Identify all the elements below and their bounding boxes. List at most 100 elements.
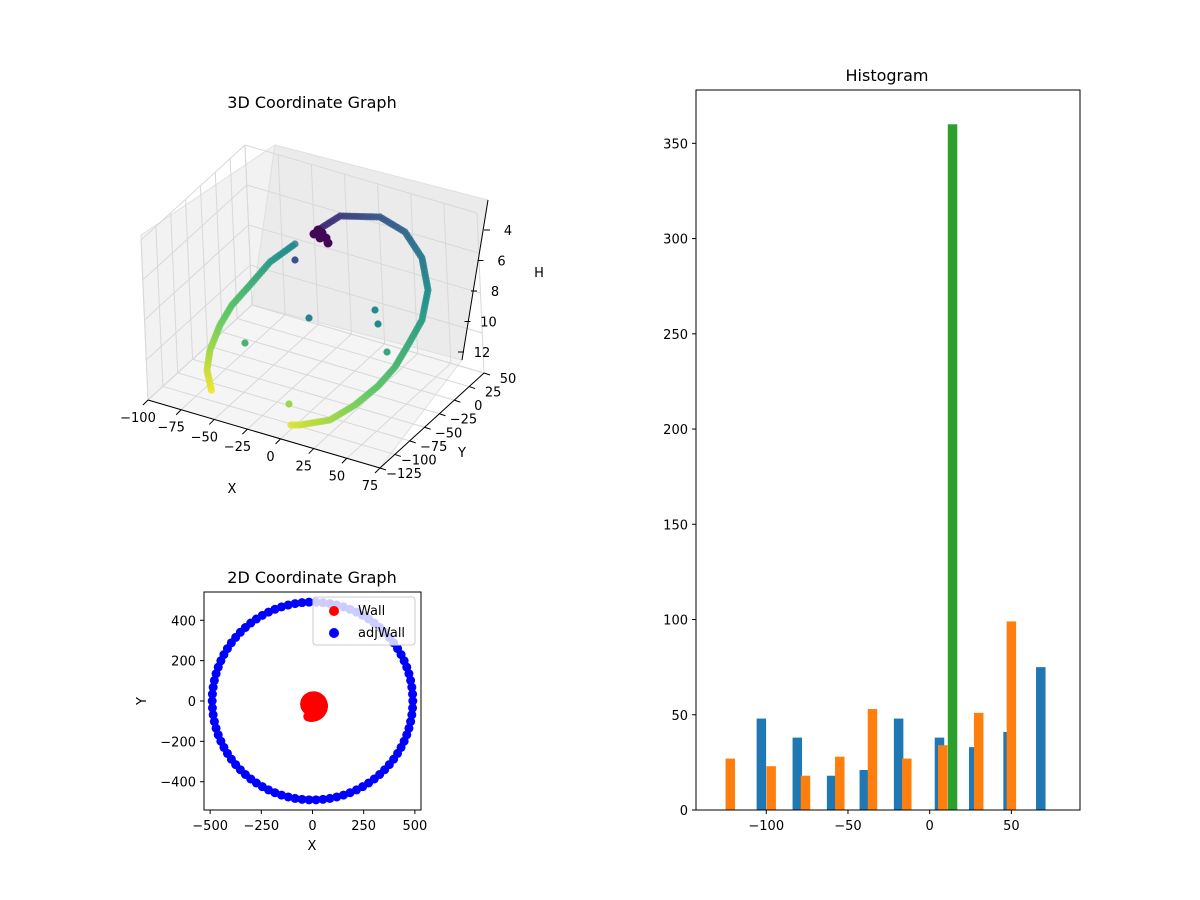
adjwall-point: [209, 675, 219, 685]
legend-adjwall-marker: [329, 628, 339, 638]
2d-y-tick-label: 0: [188, 695, 196, 710]
2d-legend: Wall adjWall: [312, 596, 416, 646]
3d-x-tick-label: −25: [224, 440, 251, 455]
2d-x-tick-label: −500: [192, 819, 228, 834]
3d-x-tick-label: −75: [157, 421, 184, 436]
3d-point: [374, 320, 382, 328]
3d-ylabel: Y: [457, 446, 466, 461]
3d-grid-line: [145, 264, 483, 361]
2d-graph-title: 2D Coordinate Graph: [227, 568, 396, 587]
histogram-x-tick-label: −100: [748, 819, 784, 834]
3d-grid-line: [180, 314, 286, 411]
3d-axes: −100−75−50−250255075−125−100−75−50−25025…: [120, 199, 516, 494]
3d-point: [287, 421, 295, 429]
3d-x-axis: [147, 399, 381, 469]
3d-point: [291, 256, 299, 264]
histogram-x-tick-label: 0: [926, 819, 934, 834]
3d-grid-line: [222, 331, 455, 401]
3d-grid-line: [177, 372, 410, 442]
histogram-bar: [937, 745, 948, 810]
3d-y-tick-label: 25: [485, 386, 502, 401]
3d-point: [285, 400, 293, 408]
3d-y-tick-label: −75: [420, 440, 447, 455]
legend-wall-marker: [329, 606, 339, 616]
adjwall-point: [207, 703, 217, 713]
adjwall-point: [408, 689, 418, 699]
adjwall-point: [406, 717, 416, 727]
2d-ylabel: Y: [135, 697, 150, 706]
3d-point: [323, 238, 333, 248]
3d-x-tick: [208, 419, 215, 425]
3d-x-tick-label: 75: [362, 479, 379, 494]
adjwall-point: [408, 703, 418, 713]
histogram-y-tick-label: 350: [663, 137, 688, 152]
3d-y-tick: [424, 426, 431, 430]
3d-z-tick-label: 4: [504, 224, 512, 239]
3d-y-tick: [468, 386, 476, 390]
3d-x-tick: [275, 438, 281, 445]
3d-graph-title: 3D Coordinate Graph: [227, 93, 396, 112]
3d-y-tick: [379, 467, 387, 471]
histogram-y-tick-label: 0: [680, 804, 688, 819]
2d-x-tick-label: 250: [351, 819, 376, 834]
3d-x-tick-label: −50: [191, 430, 218, 445]
histogram-bar: [867, 709, 878, 810]
3d-grid-line: [313, 353, 419, 449]
adjwall-point: [207, 689, 217, 699]
3d-coordinate-graph: 3D Coordinate Graph −100−75−50−250255075…: [120, 93, 544, 497]
2d-coordinate-graph: 2D Coordinate Graph −500 −250 0 250 500 400 20…: [135, 568, 427, 854]
adjwall-point: [304, 597, 314, 607]
3d-y-tick-label: −125: [386, 467, 422, 482]
histogram-ticks: −100 −50 0 50 0 50 100 150 200 250 300 350: [663, 137, 1019, 834]
3d-x-tick: [308, 448, 315, 454]
histogram-bar: [792, 737, 803, 810]
3d-x-tick: [175, 409, 182, 416]
3d-zlabel: H: [534, 266, 544, 281]
histogram: Histogram −100 −50 0 50 0 50 100 150 200 250 300 35…: [663, 66, 1081, 834]
3d-x-tick-label: 0: [266, 450, 274, 465]
3d-grid-line: [213, 324, 319, 420]
histogram-y-tick-label: 200: [663, 423, 688, 438]
adjwall-point: [311, 795, 321, 805]
histogram-bars: [725, 124, 1046, 811]
3d-z-tick-label: 12: [474, 346, 491, 361]
adjwall-point: [290, 793, 300, 803]
2d-y-tick-label: −200: [160, 735, 196, 750]
wall-point: [309, 697, 320, 708]
adjwall-point: [283, 792, 293, 802]
3d-point: [241, 339, 249, 347]
histogram-bar: [826, 775, 837, 810]
histogram-y-tick-label: 300: [663, 233, 688, 248]
histogram-bar: [835, 756, 845, 810]
adjwall-point: [304, 795, 314, 805]
2d-y-tick-label: −400: [160, 776, 196, 791]
histogram-bar: [947, 124, 958, 811]
3d-point: [207, 386, 215, 394]
3d-xlabel: X: [228, 482, 237, 497]
3d-x-tick-label: 25: [295, 460, 312, 475]
histogram-plot-area: [695, 89, 1081, 811]
3d-y-axis: [379, 372, 485, 469]
3d-x-tick-label: −100: [120, 411, 156, 426]
2d-y-tick-label: 200: [171, 655, 196, 670]
3d-y-tick: [483, 372, 491, 376]
3d-grid-line: [237, 318, 470, 388]
legend-wall-label: Wall: [358, 604, 385, 619]
3d-z-tick-label: 6: [497, 255, 505, 270]
adjwall-point: [408, 696, 418, 706]
2d-xlabel: X: [308, 839, 317, 854]
3d-x-tick-label: 50: [329, 469, 346, 484]
histogram-bar: [969, 747, 979, 810]
3d-y-tick-label: −25: [450, 413, 477, 428]
3d-point: [305, 314, 313, 322]
legend-adjwall-label: adjWall: [358, 626, 405, 641]
2d-x-tick-label: 0: [308, 819, 316, 834]
2d-y-tick-label: 400: [171, 614, 196, 629]
3d-y-tick-label: −100: [401, 453, 437, 468]
3d-x-tick: [142, 399, 149, 406]
adjwall-point: [297, 794, 307, 804]
3d-y-tick-label: 0: [474, 399, 482, 414]
histogram-y-tick-label: 100: [663, 614, 688, 629]
3d-point: [315, 233, 325, 243]
3d-x-tick: [374, 467, 381, 474]
